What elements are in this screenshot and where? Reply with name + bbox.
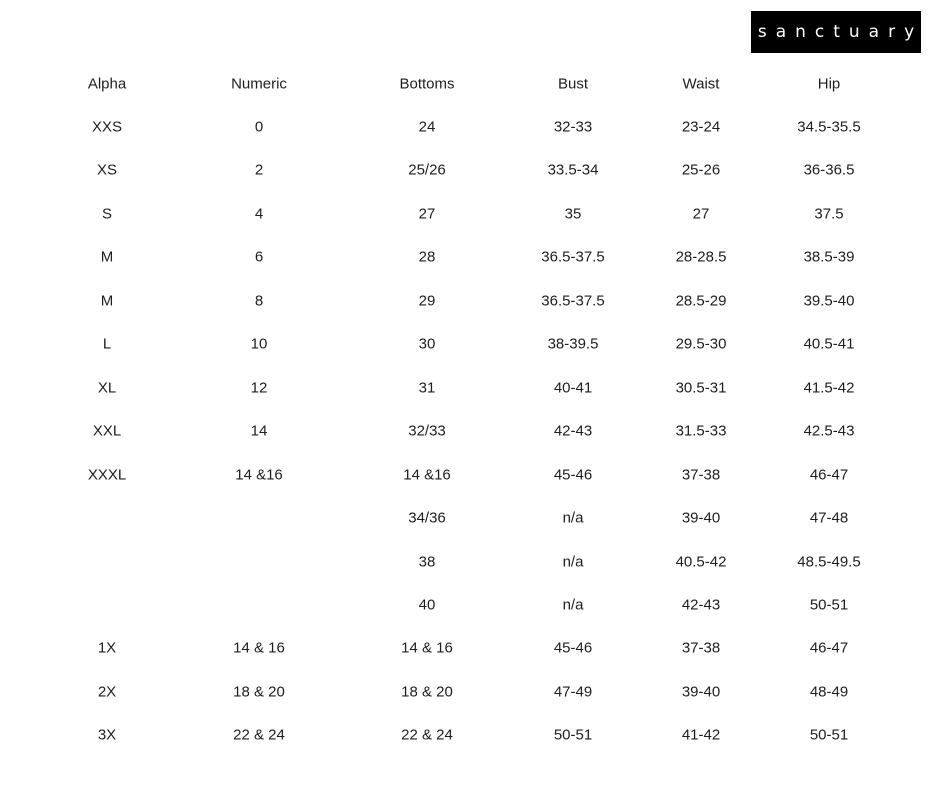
sanctuary-logo: sanctuary <box>751 11 921 53</box>
cell-bottoms: 25/26 <box>408 161 446 179</box>
cell-alpha: 2X <box>97 683 117 701</box>
cell-hip: 34.5-35.5 <box>797 118 861 136</box>
cell-alpha: XXS <box>91 118 123 136</box>
cell-hip: 48-49 <box>809 683 849 701</box>
cell-bust: 38-39.5 <box>547 335 599 353</box>
cell-bottoms: 14 &16 <box>403 466 451 484</box>
cell-hip: 41.5-42 <box>803 379 855 397</box>
cell-bottoms: 22 & 24 <box>401 726 453 744</box>
cell-bottoms: 38 <box>418 553 436 570</box>
cell-bust: 45-46 <box>553 639 593 657</box>
cell-numeric: 8 <box>254 292 264 310</box>
cell-bust: 33.5-34 <box>547 161 599 179</box>
cell-waist: 39-40 <box>681 683 721 701</box>
cell-hip: 50-51 <box>809 726 849 744</box>
column-header-hip: Hip <box>817 75 841 93</box>
cell-bottoms: 27 <box>418 205 436 223</box>
column-header-waist: Waist <box>682 75 720 93</box>
cell-bust: 42-43 <box>553 422 593 440</box>
cell-waist: 42-43 <box>681 596 721 614</box>
cell-bust: n/a <box>562 509 584 527</box>
cell-numeric: 0 <box>254 118 264 136</box>
cell-bottoms: 24 <box>418 118 436 136</box>
cell-alpha: S <box>101 205 113 223</box>
cell-hip: 50-51 <box>809 596 849 614</box>
cell-alpha: M <box>100 248 114 266</box>
cell-waist: 31.5-33 <box>675 422 727 440</box>
cell-hip: 36-36.5 <box>803 161 855 179</box>
column-header-bottoms: Bottoms <box>399 75 455 93</box>
cell-numeric: 18 & 20 <box>233 683 285 701</box>
cell-bust: 40-41 <box>553 379 593 397</box>
cell-bottoms: 14 & 16 <box>401 639 453 657</box>
cell-bust: 36.5-37.5 <box>541 248 605 266</box>
cell-hip: 48.5-49.5 <box>797 553 861 570</box>
cell-waist: 40.5-42 <box>675 553 727 570</box>
cell-numeric: 10 <box>250 335 268 353</box>
cell-waist: 37-38 <box>681 466 721 484</box>
cell-waist: 37-38 <box>681 639 721 657</box>
cell-bottoms: 32/33 <box>408 422 446 440</box>
cell-waist: 27 <box>692 205 710 223</box>
cell-bottoms: 31 <box>418 379 436 397</box>
cell-waist: 29.5-30 <box>675 335 727 353</box>
cell-numeric: 14 & 16 <box>233 639 285 657</box>
cell-hip: 37.5 <box>814 205 844 223</box>
cell-numeric: 12 <box>250 379 268 397</box>
column-header-alpha: Alpha <box>87 75 127 93</box>
cell-hip: 47-48 <box>809 509 849 527</box>
cell-numeric: 14 <box>250 422 268 440</box>
cell-alpha: XXL <box>92 422 122 440</box>
cell-numeric: 4 <box>254 205 264 223</box>
cell-bust: 47-49 <box>553 683 593 701</box>
cell-waist: 28-28.5 <box>675 248 727 266</box>
cell-bust: n/a <box>562 596 584 614</box>
cell-alpha: L <box>102 335 112 353</box>
cell-bust: 32-33 <box>553 118 593 136</box>
cell-waist: 28.5-29 <box>675 292 727 310</box>
cell-bottoms: 34/36 <box>408 509 446 527</box>
cell-bottoms: 30 <box>418 335 436 353</box>
cell-hip: 40.5-41 <box>803 335 855 353</box>
cell-hip: 46-47 <box>809 466 849 484</box>
cell-hip: 38.5-39 <box>803 248 855 266</box>
cell-bust: 36.5-37.5 <box>541 292 605 310</box>
cell-hip: 46-47 <box>809 639 849 657</box>
cell-bottoms: 18 & 20 <box>401 683 453 701</box>
cell-bust: 50-51 <box>553 726 593 744</box>
cell-numeric: 2 <box>254 161 264 179</box>
cell-bottoms: 29 <box>418 292 436 310</box>
cell-waist: 23-24 <box>681 118 721 136</box>
cell-numeric: 6 <box>254 248 264 266</box>
cell-bottoms: 40 <box>418 596 436 614</box>
cell-numeric: 14 &16 <box>235 466 283 484</box>
cell-waist: 25-26 <box>681 161 721 179</box>
cell-hip: 42.5-43 <box>803 422 855 440</box>
cell-bottoms: 28 <box>418 248 436 266</box>
cell-waist: 39-40 <box>681 509 721 527</box>
cell-waist: 30.5-31 <box>675 379 727 397</box>
cell-alpha: XL <box>97 379 117 397</box>
column-header-numeric: Numeric <box>231 75 287 93</box>
cell-alpha: XS <box>96 161 118 179</box>
cell-waist: 41-42 <box>681 726 721 744</box>
cell-numeric: 22 & 24 <box>233 726 285 744</box>
cell-alpha: 3X <box>97 726 117 744</box>
cell-hip: 39.5-40 <box>803 292 855 310</box>
cell-bust: 35 <box>564 205 582 223</box>
cell-alpha: 1X <box>97 639 117 657</box>
cell-bust: n/a <box>562 553 584 570</box>
column-header-bust: Bust <box>557 75 589 93</box>
cell-bust: 45-46 <box>553 466 593 484</box>
cell-alpha: M <box>100 292 114 310</box>
cell-alpha: XXXL <box>87 466 127 484</box>
